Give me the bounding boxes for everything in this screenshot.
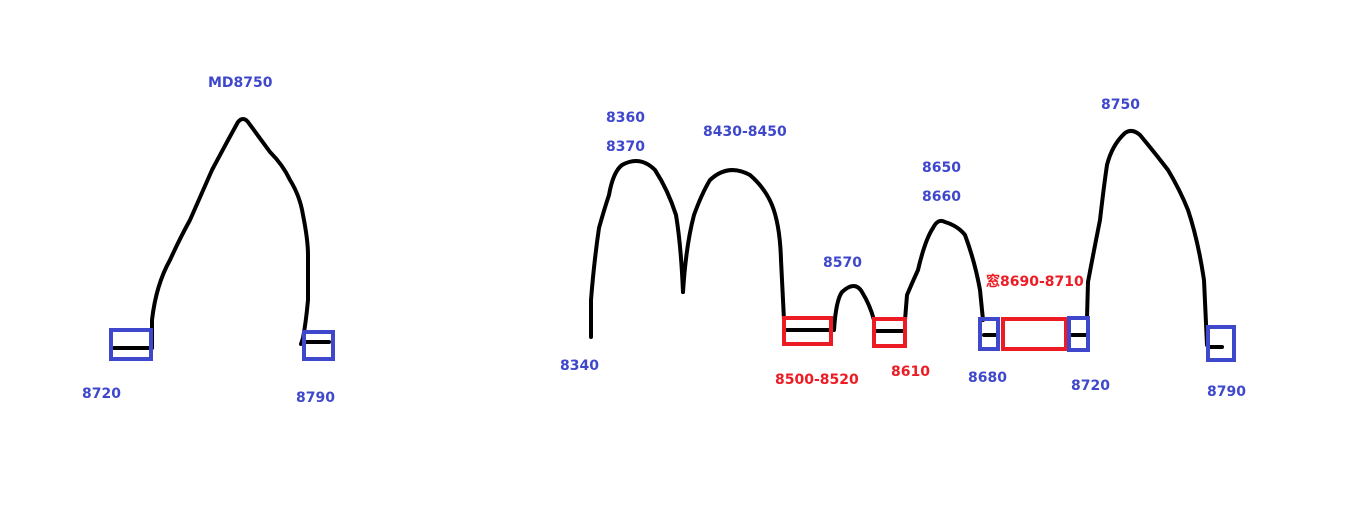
box-red-window	[1001, 317, 1068, 351]
label-8720: 8720	[1071, 378, 1110, 394]
label-8570: 8570	[823, 255, 862, 271]
arch-8750	[1085, 128, 1209, 347]
arch-8430	[681, 168, 786, 322]
box-blue-8790	[1206, 325, 1236, 362]
label-8680: 8680	[968, 370, 1007, 386]
label-8790: 8790	[1207, 384, 1246, 400]
label-8750: 8750	[1101, 97, 1140, 113]
label-8660: 8660	[922, 189, 961, 205]
box-blue-left-8720	[109, 328, 153, 361]
label-left-8790: 8790	[296, 390, 335, 406]
label-8610: 8610	[891, 364, 930, 380]
box-blue-left-8790	[302, 330, 335, 361]
label-md8750: MD8750	[208, 75, 273, 91]
arch-8650	[903, 218, 985, 322]
label-window-8690-8710: 窓8690-8710	[986, 273, 1084, 290]
arch-8570	[832, 284, 876, 332]
label-left-8720: 8720	[82, 386, 121, 402]
box-blue-8680	[978, 317, 1000, 351]
label-8430-8450: 8430-8450	[703, 124, 787, 140]
label-8340: 8340	[560, 358, 599, 374]
label-8370: 8370	[606, 139, 645, 155]
label-8650: 8650	[922, 160, 961, 176]
arch-left	[150, 117, 310, 350]
arch-8360	[589, 159, 685, 339]
box-blue-8720	[1067, 316, 1090, 352]
box-red-8610	[872, 317, 907, 348]
label-8360: 8360	[606, 110, 645, 126]
label-8500-8520: 8500-8520	[775, 372, 859, 388]
box-red-8500-8520	[782, 316, 833, 346]
